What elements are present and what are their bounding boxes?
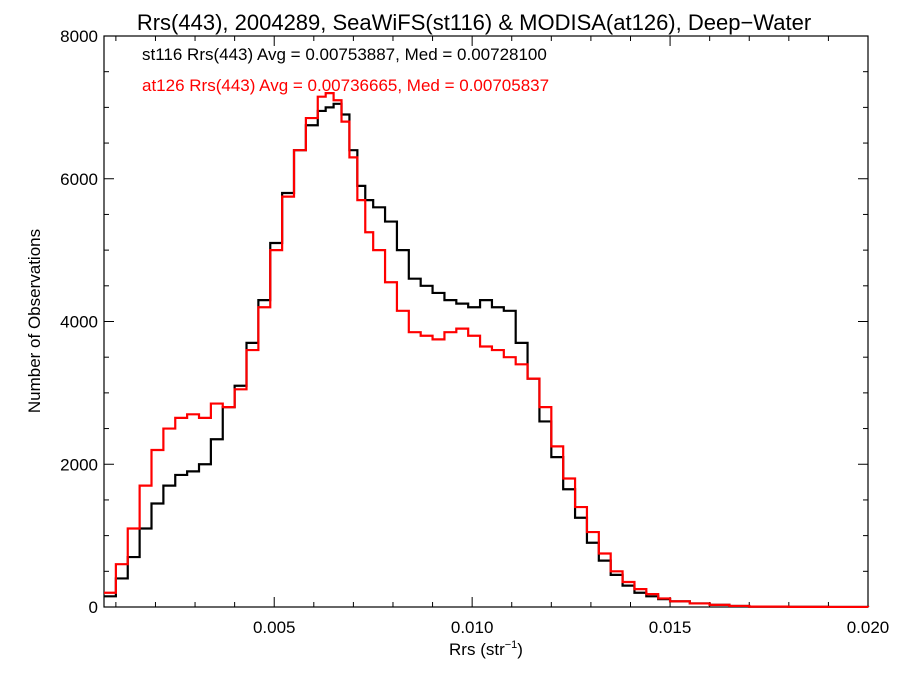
- y-tick-label: 8000: [60, 27, 98, 46]
- y-tick-label: 4000: [60, 313, 98, 332]
- x-axis-title-end: ): [517, 640, 523, 659]
- x-axis-title-exponent: −1: [505, 639, 518, 651]
- y-tick-label: 0: [89, 598, 98, 617]
- x-axis-title: Rrs (str−1): [449, 639, 523, 659]
- chart-title: Rrs(443), 2004289, SeaWiFS(st116) & MODI…: [137, 10, 811, 35]
- series-layer: [104, 92, 870, 609]
- x-tick-label: 0.015: [649, 618, 692, 637]
- x-tick-label: 0.010: [451, 618, 494, 637]
- y-tick-label: 6000: [60, 170, 98, 189]
- axis-tick-labels: 0.005 0.010 0.015 0.020 0 2000 4000 6000 8000: [60, 27, 889, 637]
- x-tick-label: 0.005: [253, 618, 296, 637]
- series-at126-line: [104, 92, 870, 609]
- x-tick-label: 0.020: [847, 618, 890, 637]
- legend-entry-st116: st116 Rrs(443) Avg = 0.00753887, Med = 0…: [142, 45, 547, 64]
- y-axis-title: Number of Observations: [25, 229, 44, 413]
- x-axis-title-main: Rrs (str: [449, 640, 505, 659]
- legend-entry-at126: at126 Rrs(443) Avg = 0.00736665, Med = 0…: [142, 76, 549, 95]
- y-tick-label: 2000: [60, 455, 98, 474]
- axis-ticks: [104, 35, 869, 608]
